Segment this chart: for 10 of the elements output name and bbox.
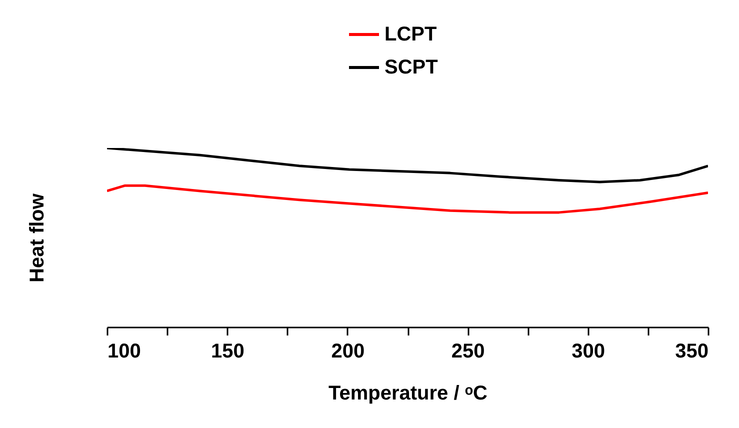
x-tick-label: 350 <box>675 340 708 362</box>
legend-label: SCPT <box>384 56 438 78</box>
x-tick-label: 250 <box>451 340 485 362</box>
legend-label: LCPT <box>384 24 437 46</box>
x-tick-label: 300 <box>572 340 605 362</box>
x-tick-label: 100 <box>108 340 141 362</box>
x-tick-label: 150 <box>211 340 244 362</box>
x-axis-title: Temperature / ᵒC <box>328 382 488 404</box>
y-axis-title: Heat flow <box>26 193 48 282</box>
x-tick-label: 200 <box>331 340 365 362</box>
